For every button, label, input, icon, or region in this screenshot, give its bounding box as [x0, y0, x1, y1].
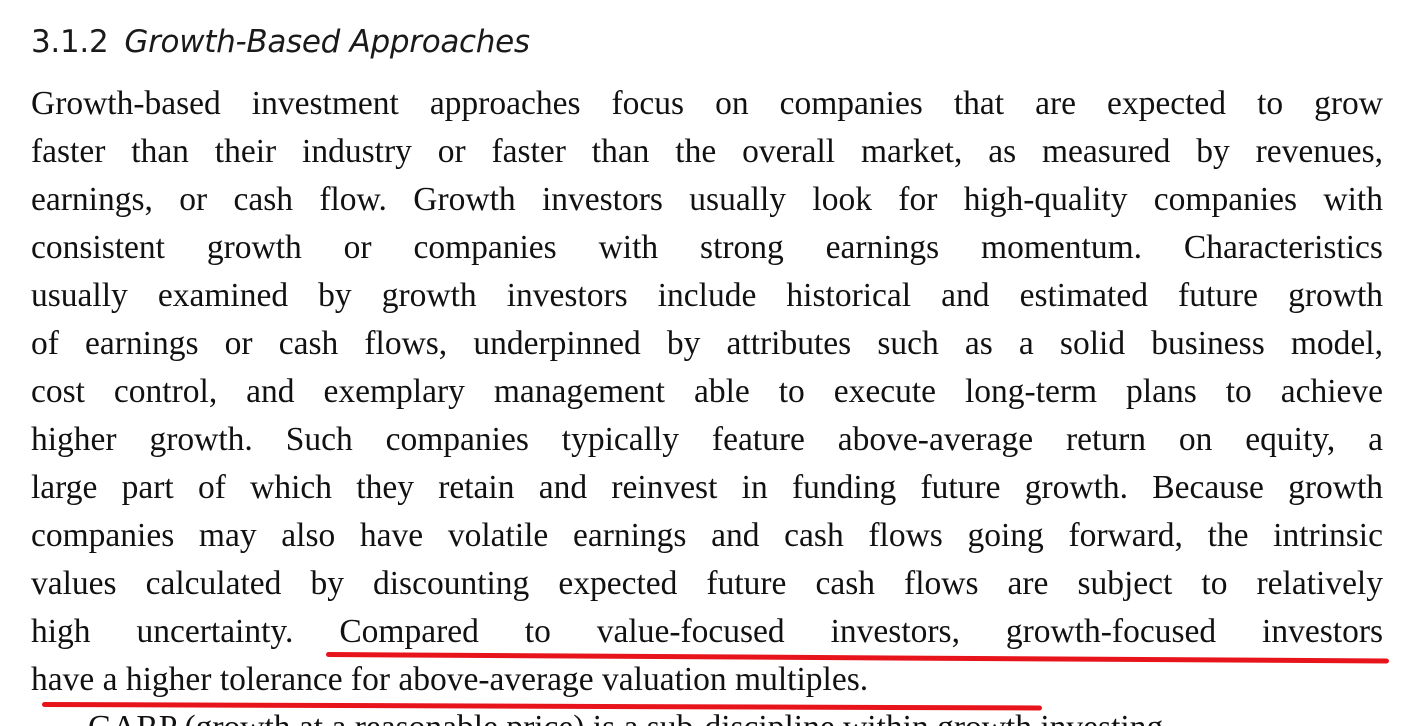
- section-heading: 3.1.2 Growth-Based Approaches: [31, 24, 530, 60]
- plain-text: high uncertainty.: [31, 613, 340, 650]
- body-paragraph: Growth-based investment approaches focus…: [31, 80, 1383, 704]
- section-number: 3.1.2: [31, 24, 109, 60]
- next-paragraph-line: GARP (growth at a reasonable price) is a…: [88, 704, 1163, 726]
- paragraph-line: large part of which they retain and rein…: [31, 469, 1384, 506]
- paragraph-line: have a higher tolerance for above-averag…: [31, 656, 1383, 704]
- paragraph-line: of earnings or cash flows, underpinned b…: [31, 325, 1383, 362]
- paragraph-line: higher growth. Such companies typically …: [31, 421, 1384, 458]
- paragraph-line: earnings, or cash flow. Growth investors…: [31, 181, 1383, 218]
- paragraph-line: companies may also have volatile earning…: [31, 517, 1383, 554]
- paragraph-line: faster than their industry or faster tha…: [31, 133, 1383, 170]
- paragraph-line: cost control, and exemplary management a…: [31, 373, 1384, 410]
- paragraph-line: high uncertainty. Compared to value-focu…: [31, 608, 1383, 656]
- paragraph-line: consistent growth or companies with stro…: [31, 229, 1383, 266]
- paragraph-line: values calculated by discounting expecte…: [31, 565, 1383, 602]
- paragraph-line: usually examined by growth investors inc…: [31, 277, 1384, 314]
- highlighted-sentence-part-1: Compared to value-focused investors, gro…: [339, 613, 1384, 650]
- paragraph-line: Growth-based investment approaches focus…: [31, 85, 1383, 122]
- highlighted-sentence-part-2: have a higher tolerance for above-averag…: [31, 661, 869, 698]
- section-title: Growth-Based Approaches: [124, 24, 530, 60]
